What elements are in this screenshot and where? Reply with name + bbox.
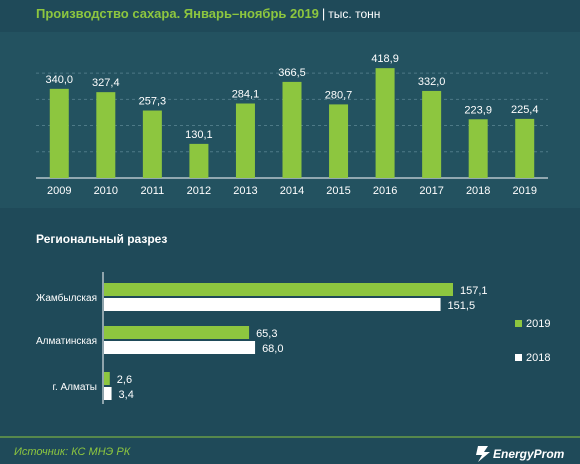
data-label: 327,4 [92, 77, 120, 89]
bar [468, 119, 488, 178]
data-label: 130,1 [185, 129, 213, 141]
x-tick-label: 2013 [233, 185, 257, 197]
bar [329, 104, 349, 178]
bar [422, 90, 442, 178]
data-label: 366,5 [278, 67, 306, 79]
bar [375, 68, 395, 178]
x-tick-label: 2019 [512, 185, 536, 197]
data-label: 284,1 [232, 89, 260, 101]
legend-label: 2018 [526, 352, 550, 364]
bar [235, 103, 255, 178]
bar [189, 143, 209, 178]
x-tick-label: 2010 [94, 185, 118, 197]
x-tick-label: 2018 [466, 185, 490, 197]
x-tick-label: 2014 [280, 185, 304, 197]
hbar-2018 [104, 387, 112, 400]
hbar-value-label: 2,6 [117, 374, 132, 386]
x-tick-label: 2011 [141, 185, 165, 197]
category-label: Алматинская [36, 336, 97, 347]
data-label: 280,7 [325, 89, 353, 101]
legend-swatch-2019 [515, 320, 522, 327]
hbar-2018 [104, 298, 441, 311]
brand-name: EnergyProm [493, 447, 565, 461]
bar [96, 92, 116, 178]
data-label: 257,3 [139, 96, 167, 108]
x-tick-label: 2009 [47, 185, 71, 197]
x-tick-label: 2012 [187, 185, 211, 197]
hbar-2019 [104, 283, 453, 296]
x-tick-label: 2016 [373, 185, 397, 197]
hbar-value-label: 151,5 [448, 300, 476, 312]
hbar-2019 [104, 372, 110, 385]
x-tick-label: 2017 [419, 185, 443, 197]
hbar-value-label: 157,1 [460, 285, 488, 297]
chart-title: Производство сахара. Январь–ноябрь 2019 [36, 6, 319, 21]
legend-label: 2019 [526, 318, 550, 330]
hbar-value-label: 3,4 [119, 389, 134, 401]
bar [49, 88, 69, 178]
hbar-2019 [104, 326, 250, 339]
bar [282, 81, 302, 178]
category-label: г. Алматы [53, 382, 97, 393]
energyprom-logo: EnergyProm [476, 446, 565, 462]
lightning-icon [476, 446, 490, 462]
hbar-value-label: 68,0 [262, 343, 283, 355]
hbar-value-label: 65,3 [256, 328, 277, 340]
x-tick-label: 2015 [326, 185, 350, 197]
bar [142, 110, 162, 178]
title-separator: | [321, 6, 326, 21]
source-text: Источник: КС МНЭ РК [14, 446, 131, 458]
chart-title-row: Производство сахара. Январь–ноябрь 2019 |… [36, 6, 380, 21]
bar [515, 118, 535, 178]
data-label: 223,9 [464, 104, 492, 116]
regional-title: Региональный разрез [36, 232, 167, 246]
category-label: Жамбылская [36, 292, 97, 304]
data-label: 225,4 [511, 104, 539, 116]
data-label: 418,9 [371, 53, 399, 65]
data-label: 332,0 [418, 76, 446, 88]
unit-label: тыс. тонн [328, 7, 381, 21]
legend-swatch-2018 [515, 354, 522, 361]
data-label: 340,0 [46, 74, 74, 86]
hbar-2018 [104, 341, 256, 354]
